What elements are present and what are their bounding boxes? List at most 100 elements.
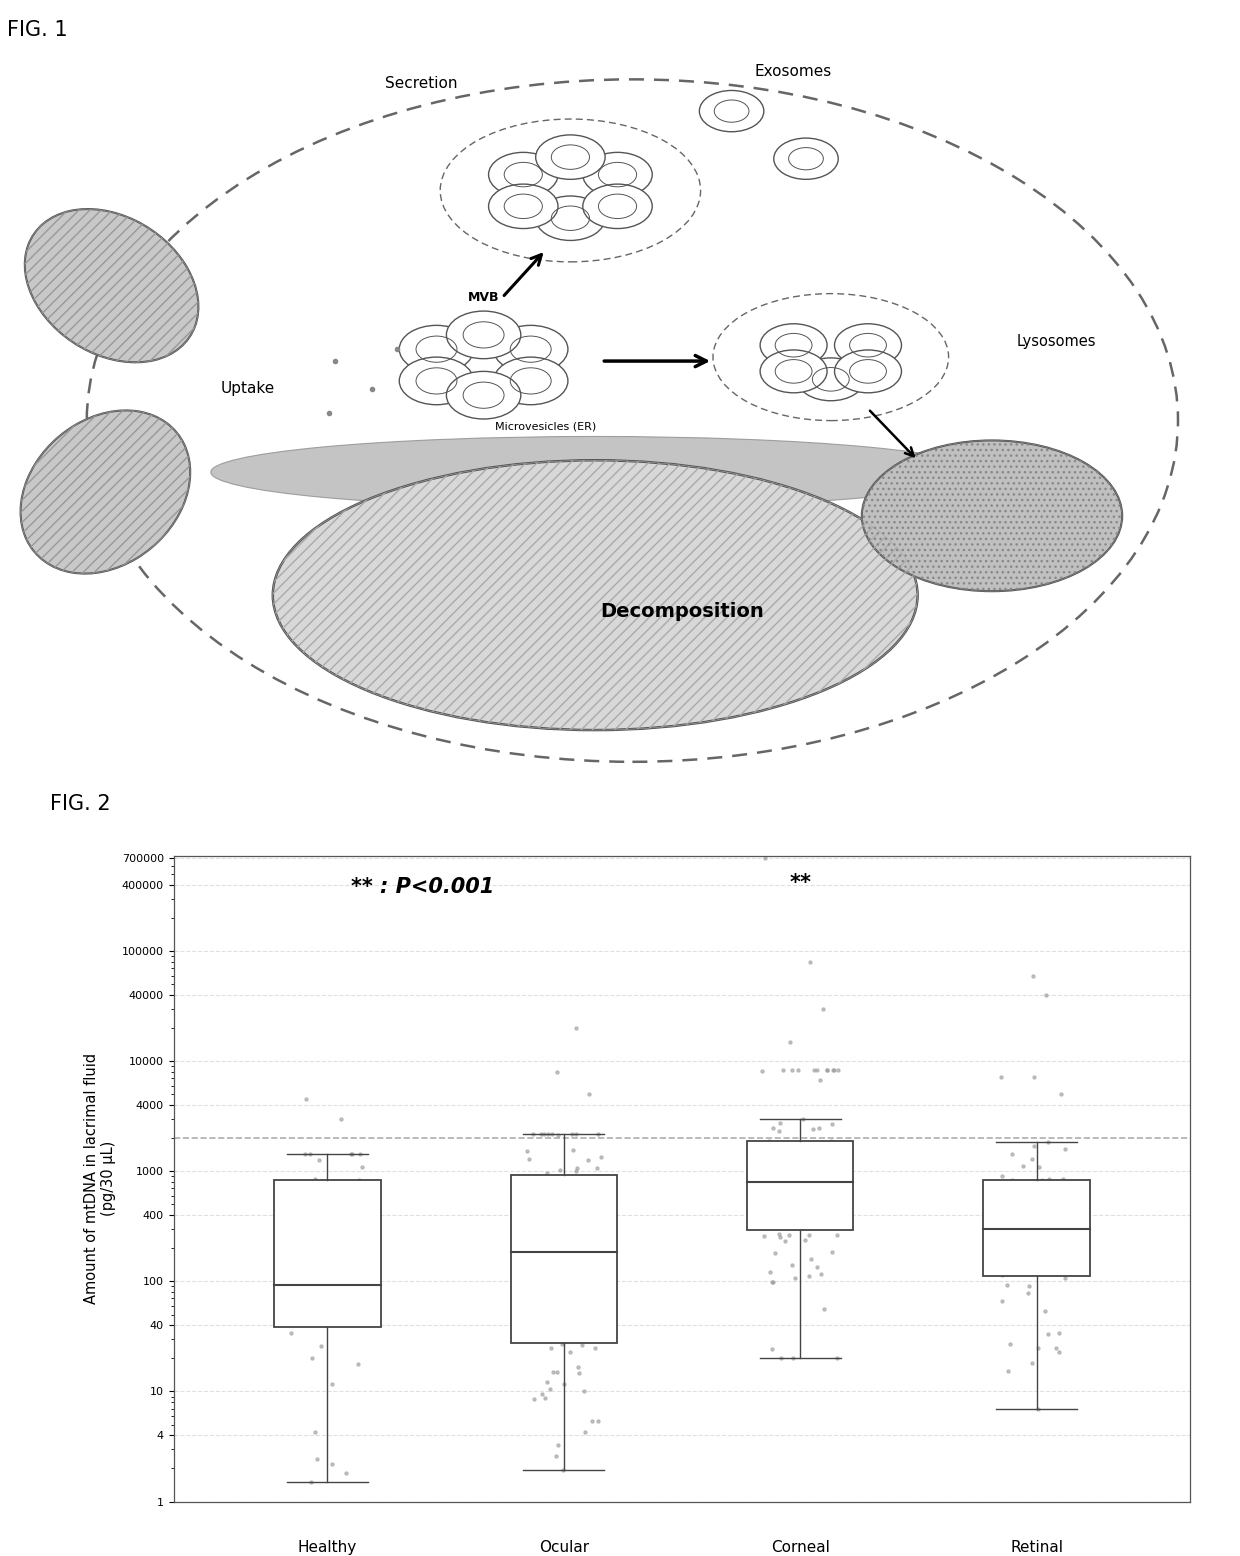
- Ellipse shape: [211, 437, 980, 507]
- Point: [813, 1296, 833, 1321]
- Point: [298, 1248, 317, 1273]
- Point: [770, 1111, 790, 1136]
- Point: [517, 1139, 537, 1164]
- Point: [587, 1237, 606, 1262]
- Point: [568, 1355, 588, 1380]
- Point: [807, 1057, 827, 1081]
- Point: [1028, 1240, 1048, 1265]
- Point: [341, 1142, 361, 1167]
- Point: [786, 1155, 806, 1179]
- Point: [810, 1067, 830, 1092]
- Circle shape: [797, 358, 864, 401]
- Point: [1029, 1155, 1049, 1179]
- Point: [525, 1386, 544, 1411]
- Point: [537, 1296, 557, 1321]
- Point: [568, 1256, 588, 1281]
- Point: [754, 1223, 774, 1248]
- Point: [1024, 1064, 1044, 1089]
- Point: [582, 1326, 601, 1351]
- Point: [1043, 1243, 1063, 1268]
- Point: [1019, 1274, 1039, 1299]
- Point: [822, 1113, 842, 1137]
- Point: [792, 1193, 812, 1218]
- Point: [588, 1155, 608, 1179]
- Point: [813, 996, 833, 1021]
- Text: Ocular: Ocular: [538, 1540, 589, 1556]
- Point: [573, 1332, 593, 1357]
- Point: [817, 1057, 837, 1081]
- Point: [774, 1151, 794, 1176]
- Bar: [746, 1141, 853, 1231]
- Point: [781, 1200, 801, 1225]
- Point: [522, 1220, 542, 1245]
- Circle shape: [446, 372, 521, 419]
- Point: [1044, 1195, 1064, 1220]
- Point: [820, 1175, 839, 1200]
- Text: Uptake: Uptake: [221, 381, 275, 397]
- Point: [579, 1081, 599, 1106]
- Point: [563, 1137, 583, 1162]
- Point: [331, 1106, 351, 1131]
- Point: [992, 1164, 1012, 1189]
- Point: [295, 1142, 315, 1167]
- Bar: [511, 1175, 618, 1343]
- Point: [565, 1159, 585, 1184]
- Point: [1061, 1211, 1081, 1235]
- Point: [801, 1246, 821, 1271]
- Point: [760, 1260, 780, 1285]
- Point: [589, 1239, 609, 1263]
- Text: Microvesicles (ER): Microvesicles (ER): [495, 422, 596, 433]
- Point: [797, 1164, 817, 1189]
- Point: [348, 1288, 368, 1313]
- Point: [547, 1060, 567, 1085]
- Point: [311, 1333, 331, 1358]
- Point: [813, 1142, 833, 1167]
- Point: [1054, 1167, 1074, 1192]
- Text: Healthy: Healthy: [298, 1540, 357, 1556]
- Point: [1028, 1397, 1048, 1422]
- Point: [1055, 1253, 1075, 1277]
- Point: [774, 1178, 794, 1203]
- Y-axis label: Amount of mtDNA in lacrimal fluid
(pg/30 μL): Amount of mtDNA in lacrimal fluid (pg/30…: [84, 1053, 117, 1304]
- Point: [548, 1433, 568, 1458]
- Point: [1008, 1217, 1028, 1242]
- Point: [804, 1057, 823, 1081]
- Point: [754, 1200, 774, 1225]
- Point: [799, 1200, 818, 1225]
- Point: [791, 1170, 811, 1195]
- Text: Secretion: Secretion: [386, 76, 458, 90]
- Circle shape: [583, 152, 652, 196]
- Point: [801, 1193, 821, 1218]
- Point: [588, 1164, 608, 1189]
- Point: [567, 1016, 587, 1041]
- Point: [804, 1117, 823, 1142]
- Point: [769, 1119, 789, 1144]
- Circle shape: [760, 324, 827, 367]
- Point: [821, 1128, 841, 1153]
- Point: [759, 1128, 779, 1153]
- Point: [1029, 1186, 1049, 1211]
- Point: [532, 1382, 552, 1407]
- Point: [1055, 1265, 1075, 1290]
- Point: [1022, 1351, 1042, 1376]
- Point: [542, 1169, 562, 1193]
- Point: [789, 1206, 808, 1231]
- Point: [334, 1310, 353, 1335]
- Point: [549, 1240, 569, 1265]
- Point: [303, 1346, 322, 1371]
- Point: [806, 1165, 826, 1190]
- Point: [306, 1273, 326, 1298]
- Point: [763, 1270, 782, 1295]
- Point: [575, 1257, 595, 1282]
- Point: [309, 1148, 329, 1173]
- Point: [1043, 1179, 1063, 1204]
- Point: [755, 1206, 775, 1231]
- Point: [765, 1240, 785, 1265]
- Point: [1047, 1335, 1066, 1360]
- Point: [532, 1179, 552, 1204]
- Point: [763, 1337, 782, 1362]
- Point: [775, 1228, 795, 1253]
- Point: [808, 1137, 828, 1162]
- Point: [580, 1253, 600, 1277]
- Point: [769, 1221, 789, 1246]
